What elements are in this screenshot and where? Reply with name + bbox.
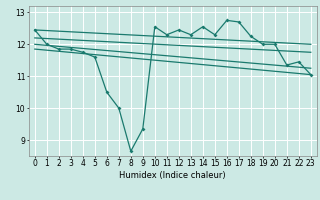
X-axis label: Humidex (Indice chaleur): Humidex (Indice chaleur) — [119, 171, 226, 180]
